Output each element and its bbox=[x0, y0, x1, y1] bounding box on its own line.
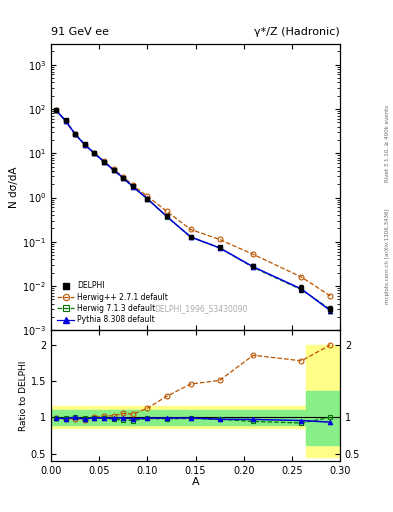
Y-axis label: Ratio to DELPHI: Ratio to DELPHI bbox=[19, 360, 28, 431]
Text: mcplots.cern.ch [arXiv:1306.3436]: mcplots.cern.ch [arXiv:1306.3436] bbox=[385, 208, 389, 304]
Text: DELPHI_1996_S3430090: DELPHI_1996_S3430090 bbox=[154, 304, 248, 313]
Bar bbox=[51, 410, 306, 424]
Text: 91 GeV ee: 91 GeV ee bbox=[51, 27, 109, 37]
Y-axis label: N dσ/dA: N dσ/dA bbox=[9, 166, 20, 208]
Bar bbox=[306, 345, 340, 457]
X-axis label: A: A bbox=[192, 477, 199, 487]
Legend: DELPHI, Herwig++ 2.7.1 default, Herwig 7.1.3 default, Pythia 8.308 default: DELPHI, Herwig++ 2.7.1 default, Herwig 7… bbox=[55, 279, 170, 327]
Text: Rivet 3.1.10, ≥ 400k events: Rivet 3.1.10, ≥ 400k events bbox=[385, 105, 389, 182]
Bar bbox=[51, 407, 306, 428]
Text: γ*/Z (Hadronic): γ*/Z (Hadronic) bbox=[254, 27, 340, 37]
Bar bbox=[306, 391, 340, 445]
